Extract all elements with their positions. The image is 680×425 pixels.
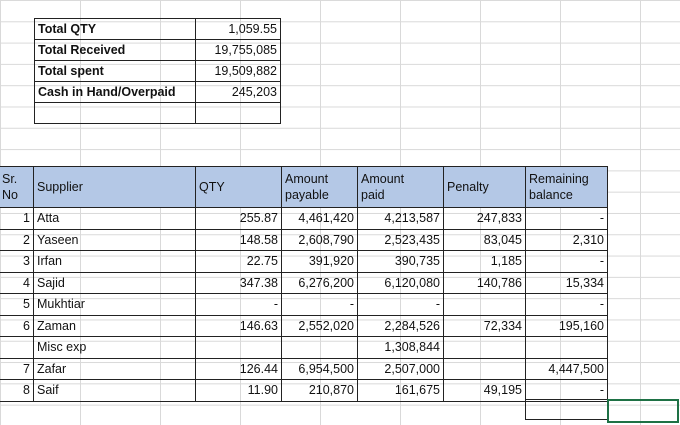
cell-remaining[interactable]: - — [525, 207, 608, 230]
summary-value[interactable]: 1,059.55 — [195, 18, 281, 40]
summary-value[interactable]: 19,755,085 — [195, 39, 281, 61]
cell-penalty[interactable]: 49,195 — [443, 379, 526, 402]
summary-empty-cell[interactable] — [34, 102, 196, 124]
cell-penalty[interactable]: 1,185 — [443, 250, 526, 273]
cell-penalty[interactable] — [443, 293, 526, 316]
cell-qty[interactable]: 126.44 — [195, 357, 282, 380]
cell-supplier[interactable]: Sajid — [33, 271, 196, 294]
cell-payable[interactable] — [281, 336, 358, 359]
cell-remaining[interactable]: - — [525, 379, 608, 402]
header-amount-payable[interactable]: Amount payable — [281, 166, 358, 208]
cell-qty[interactable]: 148.58 — [195, 228, 282, 251]
header-remaining-balance[interactable]: Remaining balance — [525, 166, 608, 208]
header-text: Amount — [285, 172, 329, 186]
cell-qty[interactable]: - — [195, 293, 282, 316]
cell-qty[interactable]: 347.38 — [195, 271, 282, 294]
cell-penalty[interactable]: 83,045 — [443, 228, 526, 251]
cell-supplier[interactable]: Misc exp — [33, 336, 196, 359]
cell-payable[interactable]: 4,461,420 — [281, 207, 358, 230]
cell-penalty[interactable] — [443, 357, 526, 380]
cell-supplier[interactable]: Zaman — [33, 314, 196, 337]
cell-paid[interactable]: 2,507,000 — [357, 357, 444, 380]
cell-remaining[interactable]: 15,334 — [525, 271, 608, 294]
cell-sr[interactable]: 6 — [0, 314, 34, 337]
cell-payable[interactable]: 2,552,020 — [281, 314, 358, 337]
cell-paid[interactable]: 161,675 — [357, 379, 444, 402]
cell-remaining[interactable]: - — [525, 250, 608, 273]
cell-qty[interactable]: 11.90 — [195, 379, 282, 402]
cell-paid[interactable]: 390,735 — [357, 250, 444, 273]
cell-remaining[interactable]: 4,447,500 — [525, 357, 608, 380]
cell-paid[interactable]: 2,523,435 — [357, 228, 444, 251]
header-amount-paid[interactable]: Amount paid — [357, 166, 444, 208]
cell-sr[interactable]: 3 — [0, 250, 34, 273]
header-text: Remaining — [529, 172, 589, 186]
cell-penalty[interactable]: 140,786 — [443, 271, 526, 294]
cell-penalty[interactable]: 72,334 — [443, 314, 526, 337]
summary-label[interactable]: Cash in Hand/Overpaid — [34, 81, 196, 103]
summary-label[interactable]: Total spent — [34, 60, 196, 82]
cell-supplier[interactable]: Yaseen — [33, 228, 196, 251]
cell-remaining[interactable] — [525, 336, 608, 359]
empty-cell[interactable] — [525, 399, 608, 420]
cell-payable[interactable]: - — [281, 293, 358, 316]
cell-remaining[interactable]: 2,310 — [525, 228, 608, 251]
cell-paid[interactable]: 4,213,587 — [357, 207, 444, 230]
cell-paid[interactable]: - — [357, 293, 444, 316]
cell-penalty[interactable] — [443, 336, 526, 359]
header-text: Amount — [361, 172, 405, 186]
header-supplier[interactable]: Supplier — [33, 166, 196, 208]
cell-payable[interactable]: 210,870 — [281, 379, 358, 402]
header-text: payable — [285, 188, 329, 202]
cell-sr[interactable]: 5 — [0, 293, 34, 316]
cell-sr[interactable]: 7 — [0, 357, 34, 380]
cell-remaining[interactable]: 195,160 — [525, 314, 608, 337]
cell-payable[interactable]: 2,608,790 — [281, 228, 358, 251]
cell-sr[interactable]: 1 — [0, 207, 34, 230]
summary-label[interactable]: Total Received — [34, 39, 196, 61]
cell-paid[interactable]: 6,120,080 — [357, 271, 444, 294]
cell-payable[interactable]: 391,920 — [281, 250, 358, 273]
header-text: Sr. — [2, 172, 18, 186]
cell-remaining[interactable]: - — [525, 293, 608, 316]
cell-supplier[interactable]: Mukhtiar — [33, 293, 196, 316]
header-penalty[interactable]: Penalty — [443, 166, 526, 208]
cell-supplier[interactable]: Atta — [33, 207, 196, 230]
summary-label[interactable]: Total QTY — [34, 18, 196, 40]
cell-sr[interactable]: 4 — [0, 271, 34, 294]
cell-paid[interactable]: 2,284,526 — [357, 314, 444, 337]
cell-qty[interactable]: 146.63 — [195, 314, 282, 337]
summary-empty-cell[interactable] — [195, 102, 281, 124]
cell-payable[interactable]: 6,954,500 — [281, 357, 358, 380]
cell-qty[interactable] — [195, 336, 282, 359]
cell-sr[interactable]: 2 — [0, 228, 34, 251]
cell-supplier[interactable]: Saif — [33, 379, 196, 402]
header-text: No — [2, 188, 18, 202]
selected-cell[interactable] — [607, 399, 679, 423]
header-sr-no[interactable]: Sr. No — [0, 166, 34, 208]
summary-value[interactable]: 19,509,882 — [195, 60, 281, 82]
cell-paid[interactable]: 1,308,844 — [357, 336, 444, 359]
cell-supplier[interactable]: Zafar — [33, 357, 196, 380]
cell-supplier[interactable]: Irfan — [33, 250, 196, 273]
header-text: paid — [361, 188, 385, 202]
cell-qty[interactable]: 255.87 — [195, 207, 282, 230]
summary-value[interactable]: 245,203 — [195, 81, 281, 103]
cell-penalty[interactable]: 247,833 — [443, 207, 526, 230]
cell-payable[interactable]: 6,276,200 — [281, 271, 358, 294]
cell-qty[interactable]: 22.75 — [195, 250, 282, 273]
header-qty[interactable]: QTY — [195, 166, 282, 208]
cell-sr[interactable]: 8 — [0, 379, 34, 402]
cell-sr[interactable] — [0, 336, 34, 359]
header-text: balance — [529, 188, 573, 202]
